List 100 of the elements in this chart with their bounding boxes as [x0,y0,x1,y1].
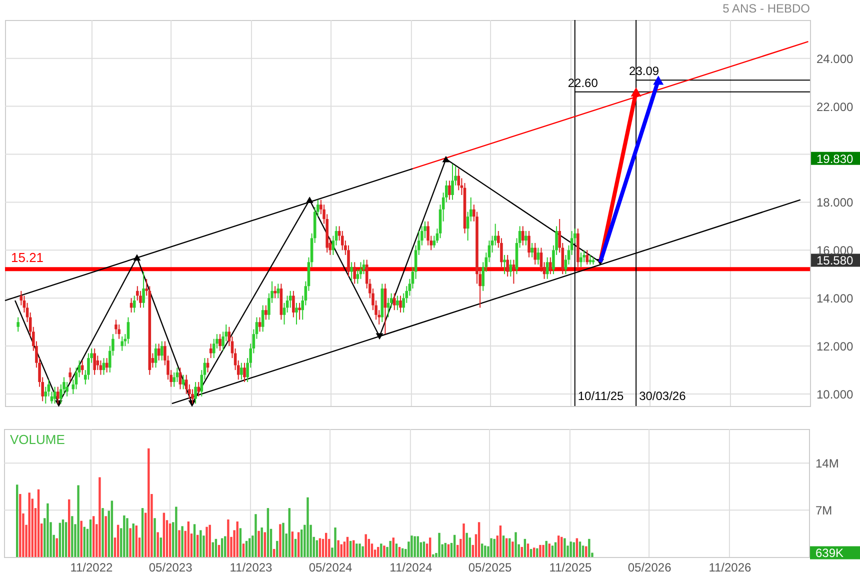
point [306,196,314,204]
bar [414,536,416,557]
bar [264,532,266,557]
bar [224,536,226,557]
y-tick-label: 14.000 [816,292,854,306]
candlestick [87,352,90,380]
bar [64,522,68,557]
bar [28,492,30,557]
bar [56,538,58,557]
bar [92,516,95,557]
bar [83,526,86,557]
candlestick [99,360,102,376]
y-tick-label: 14M [816,456,839,471]
x-tick-label: 05/2024 [308,560,353,574]
x-tick-label: 11/2024 [390,560,432,574]
bar [376,546,380,557]
bar [478,522,480,557]
bar [416,536,419,557]
bar [276,540,278,557]
bar [208,524,211,557]
candlestick [126,316,130,344]
bar [148,448,150,557]
bar [557,536,560,557]
y-tick-label: 18.000 [816,196,854,210]
bar [588,538,590,557]
bar [530,548,532,557]
x-tick-label: 05/2023 [148,560,193,574]
candlestick [340,230,344,251]
bar [260,528,263,557]
bar [181,526,184,557]
bar [160,538,162,557]
candlestick [114,319,118,335]
candlestick [154,343,158,368]
y-tick-label: 639K [816,546,844,560]
bar [71,516,74,557]
bar [126,518,128,557]
candlestick [264,304,268,320]
bar [80,520,82,557]
bar [123,515,126,557]
candlestick [142,271,145,308]
candlestick [292,290,295,318]
bar [196,534,199,557]
candlestick [274,286,276,299]
candlestick [132,295,136,313]
ref-line-label: 10/11/25 [578,389,624,403]
candlestick [536,247,540,266]
bar [564,538,566,557]
x-tick-label: 11/2025 [549,560,592,574]
bar [116,524,120,557]
bar [206,526,208,557]
candlestick [93,348,96,376]
bar [288,508,290,557]
bar [508,538,511,557]
bar [536,548,538,557]
candlestick [448,180,451,200]
bar [395,544,398,557]
candlestick [194,382,197,404]
bar [502,536,505,557]
bar [291,532,294,557]
point [376,333,384,340]
bar [141,508,144,557]
bar [62,519,64,557]
ref-line-label: 15.21 [11,250,44,266]
candlestick [184,374,188,395]
bar [175,506,178,557]
y-tick-label: 22.000 [816,100,854,114]
candlestick [582,250,586,263]
candlestick [209,343,212,359]
bar [422,542,426,557]
candlestick [120,336,124,352]
x-tick-label: 11/2022 [70,560,114,574]
candlestick [362,259,366,275]
bar [499,526,502,557]
bar [548,544,551,557]
bar [46,503,49,557]
candlestick [521,226,524,246]
candlestick [546,256,549,280]
x-tick-label: 11/2026 [708,560,752,574]
bar [582,546,584,557]
candlestick [353,262,356,284]
candlestick [530,242,534,258]
bar [104,516,107,557]
bar [349,540,352,557]
candlestick [240,362,243,380]
bar [162,512,166,557]
bar [37,489,40,557]
candlestick [53,386,56,404]
bar [432,554,434,557]
bar [364,534,367,557]
y-tick-label: 24.000 [816,52,854,66]
candlestick [197,382,200,397]
candlestick [56,386,60,404]
bar [316,540,318,557]
bar [520,546,523,557]
candlestick [528,230,530,258]
bar [362,546,364,557]
candlestick [451,163,454,200]
bar [514,532,517,557]
bar [200,530,202,557]
bar [398,546,401,557]
